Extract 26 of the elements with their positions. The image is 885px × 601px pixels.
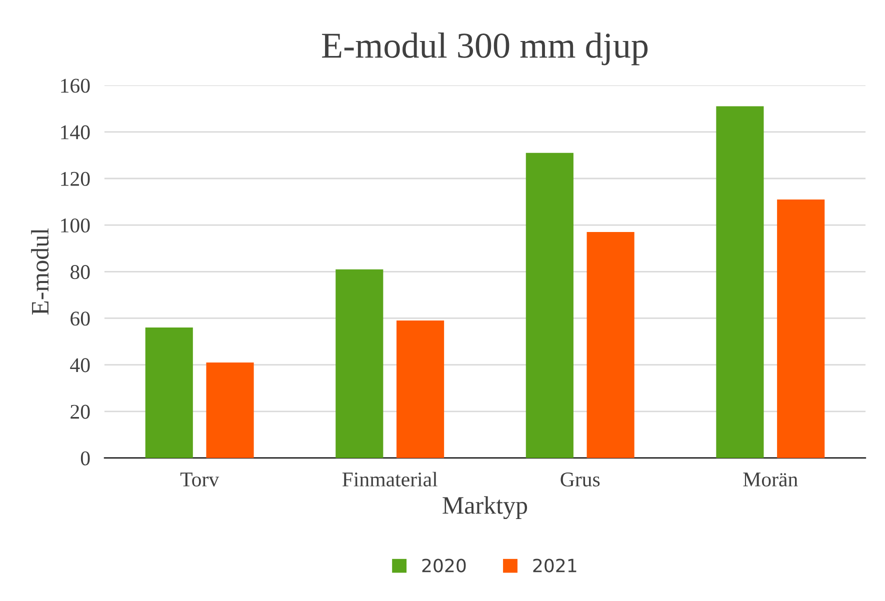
x-tick-label: Torv xyxy=(180,472,220,487)
bar xyxy=(526,152,574,458)
bar xyxy=(586,232,634,458)
y-tick-label: 0 xyxy=(80,451,90,466)
x-tick-label: Finmaterial xyxy=(342,472,438,487)
y-tick-label: 160 xyxy=(61,78,90,93)
legend-label: 2021 xyxy=(533,558,576,572)
y-tick-label: 60 xyxy=(70,312,90,326)
legend-label: 2020 xyxy=(422,558,466,572)
bar xyxy=(716,106,764,458)
bar xyxy=(777,199,825,458)
y-axis-title: E-modul xyxy=(31,228,49,315)
bar xyxy=(206,362,254,458)
y-tick-label: 100 xyxy=(61,218,90,233)
y-tick-label: 40 xyxy=(70,358,90,372)
x-tick-label: Grus xyxy=(560,472,600,487)
y-tick-label: 20 xyxy=(70,404,90,419)
x-tick-label: Morän xyxy=(743,472,798,487)
bar xyxy=(145,328,193,458)
bar xyxy=(396,320,444,458)
x-axis-title: Marktyp xyxy=(442,496,528,520)
y-tick-label: 140 xyxy=(61,125,90,140)
chart-title: E-modul 300 mm djup xyxy=(322,32,648,66)
y-tick-label: 120 xyxy=(61,172,90,186)
bar xyxy=(336,269,384,458)
y-tick-label: 80 xyxy=(70,265,90,280)
